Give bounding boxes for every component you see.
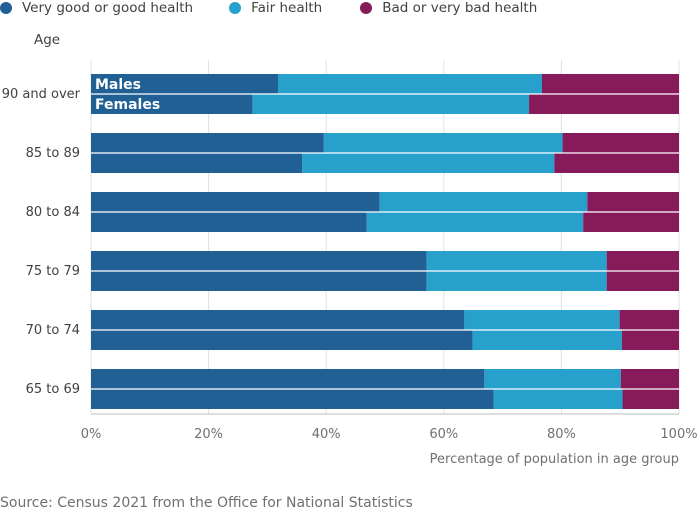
- legend-swatch-good: [0, 2, 12, 14]
- category-label: 80 to 84: [26, 205, 80, 220]
- bar-males-fair: [464, 310, 620, 330]
- bar-females-bad: [606, 271, 679, 291]
- bar-males-fair: [379, 192, 588, 212]
- bar-males-bad: [541, 74, 679, 94]
- x-tick-label: 80%: [547, 427, 576, 442]
- bar-females-fair: [426, 271, 607, 291]
- bar-males-good: [91, 310, 465, 330]
- bar-females-fair: [252, 94, 530, 114]
- bar-males-fair: [426, 251, 607, 271]
- legend-label-good: Very good or good health: [22, 0, 194, 16]
- bar-females-bad: [622, 389, 679, 409]
- legend-swatch-fair: [229, 2, 242, 14]
- bar-females-bad: [554, 153, 679, 173]
- bar-males-bad: [562, 133, 679, 153]
- x-tick-label: 60%: [429, 427, 458, 442]
- legend-item-bad: Bad or very bad health: [360, 0, 537, 16]
- bar-males-fair: [277, 74, 542, 94]
- bar-label-females: Females: [95, 97, 160, 113]
- x-tick-label: 100%: [660, 427, 697, 442]
- bar-females-good: [91, 212, 367, 232]
- bar-females-good: [91, 330, 473, 350]
- bar-females-fair: [302, 153, 555, 173]
- legend-label-bad: Bad or very bad health: [382, 0, 538, 16]
- bar-females-bad: [529, 94, 679, 114]
- bar-females-bad: [583, 212, 679, 232]
- bar-males-good: [91, 369, 485, 389]
- bar-males-fair: [484, 369, 621, 389]
- bar-males-bad: [606, 251, 679, 271]
- category-label: 70 to 74: [26, 323, 80, 338]
- legend: Very good or good health Fair health Bad…: [0, 0, 557, 16]
- bar-females-fair: [472, 330, 622, 350]
- legend-item-fair: Fair health: [229, 0, 322, 16]
- bar-females-good: [91, 153, 303, 173]
- bar-label-males: Males: [95, 77, 141, 93]
- y-axis-heading: Age: [34, 32, 61, 48]
- bar-females-fair: [366, 212, 584, 232]
- legend-label-fair: Fair health: [251, 0, 323, 16]
- x-axis-title: Percentage of population in age group: [430, 452, 679, 467]
- x-tick-label: 40%: [312, 427, 341, 442]
- bar-females-fair: [493, 389, 623, 409]
- source-note: Source: Census 2021 from the Office for …: [0, 495, 413, 511]
- bar-males-bad: [587, 192, 679, 212]
- bar-males-fair: [323, 133, 563, 153]
- bar-males-bad: [619, 310, 679, 330]
- category-label: 75 to 79: [26, 264, 80, 279]
- category-label: 85 to 89: [26, 146, 80, 161]
- bar-females-bad: [621, 330, 679, 350]
- bar-females-good: [91, 389, 494, 409]
- legend-item-good: Very good or good health: [0, 0, 193, 16]
- x-tick-label: 20%: [194, 427, 223, 442]
- bar-males-good: [91, 74, 278, 94]
- bar-females-good: [91, 271, 427, 291]
- bar-females-good: [91, 94, 253, 114]
- bar-males-bad: [620, 369, 679, 389]
- bar-males-good: [91, 192, 380, 212]
- x-tick-label: 0%: [81, 427, 102, 442]
- bar-males-good: [91, 133, 324, 153]
- legend-swatch-bad: [360, 2, 373, 14]
- category-label: 90 and over: [2, 87, 81, 102]
- category-label: 65 to 69: [26, 382, 80, 397]
- bar-males-good: [91, 251, 427, 271]
- stacked-bar-chart: 90 and over Males Females 85 to 89 80 to 84 7…: [2, 60, 698, 467]
